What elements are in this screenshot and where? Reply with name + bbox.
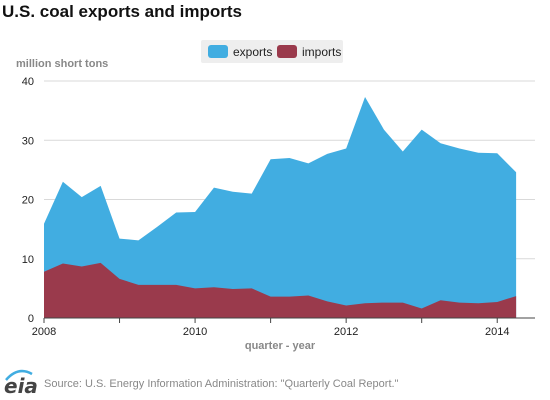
- footer: eia Source: U.S. Energy Information Admi…: [0, 368, 550, 400]
- axes: 2008 2010 2012 2014: [32, 317, 535, 338]
- area-exports[interactable]: [44, 96, 517, 318]
- legend-swatch-exports[interactable]: [208, 45, 228, 58]
- eia-logo-arc: [5, 369, 33, 381]
- x-axis-label: quarter - year: [245, 340, 316, 352]
- y-tick-label: 40: [22, 76, 34, 88]
- x-tick-label: 2010: [183, 326, 207, 338]
- legend-label-imports[interactable]: imports: [302, 45, 341, 59]
- y-tick-label: 30: [22, 135, 34, 147]
- y-tick-label: 10: [22, 254, 34, 266]
- chart-area: 0 10 20 30 40 2008 2010 2012 2014 million short…: [16, 40, 535, 352]
- y-tick-label: 0: [28, 313, 34, 325]
- eia-logo: eia: [4, 374, 38, 398]
- area-series-group: [44, 96, 517, 318]
- x-tick-label: 2012: [334, 326, 358, 338]
- chart-title: U.S. coal exports and imports: [2, 2, 242, 21]
- legend-label-exports[interactable]: exports: [233, 45, 272, 59]
- area-imports[interactable]: [44, 262, 517, 318]
- source-note: Source: U.S. Energy Information Administ…: [44, 378, 399, 390]
- y-axis-label: million short tons: [16, 58, 108, 70]
- y-tick-label: 20: [22, 195, 34, 207]
- legend-background: [201, 40, 343, 63]
- x-tick-label: 2014: [485, 326, 509, 338]
- x-tick-label: 2008: [32, 326, 56, 338]
- legend-swatch-imports[interactable]: [277, 45, 297, 58]
- legend: exports imports: [201, 40, 343, 63]
